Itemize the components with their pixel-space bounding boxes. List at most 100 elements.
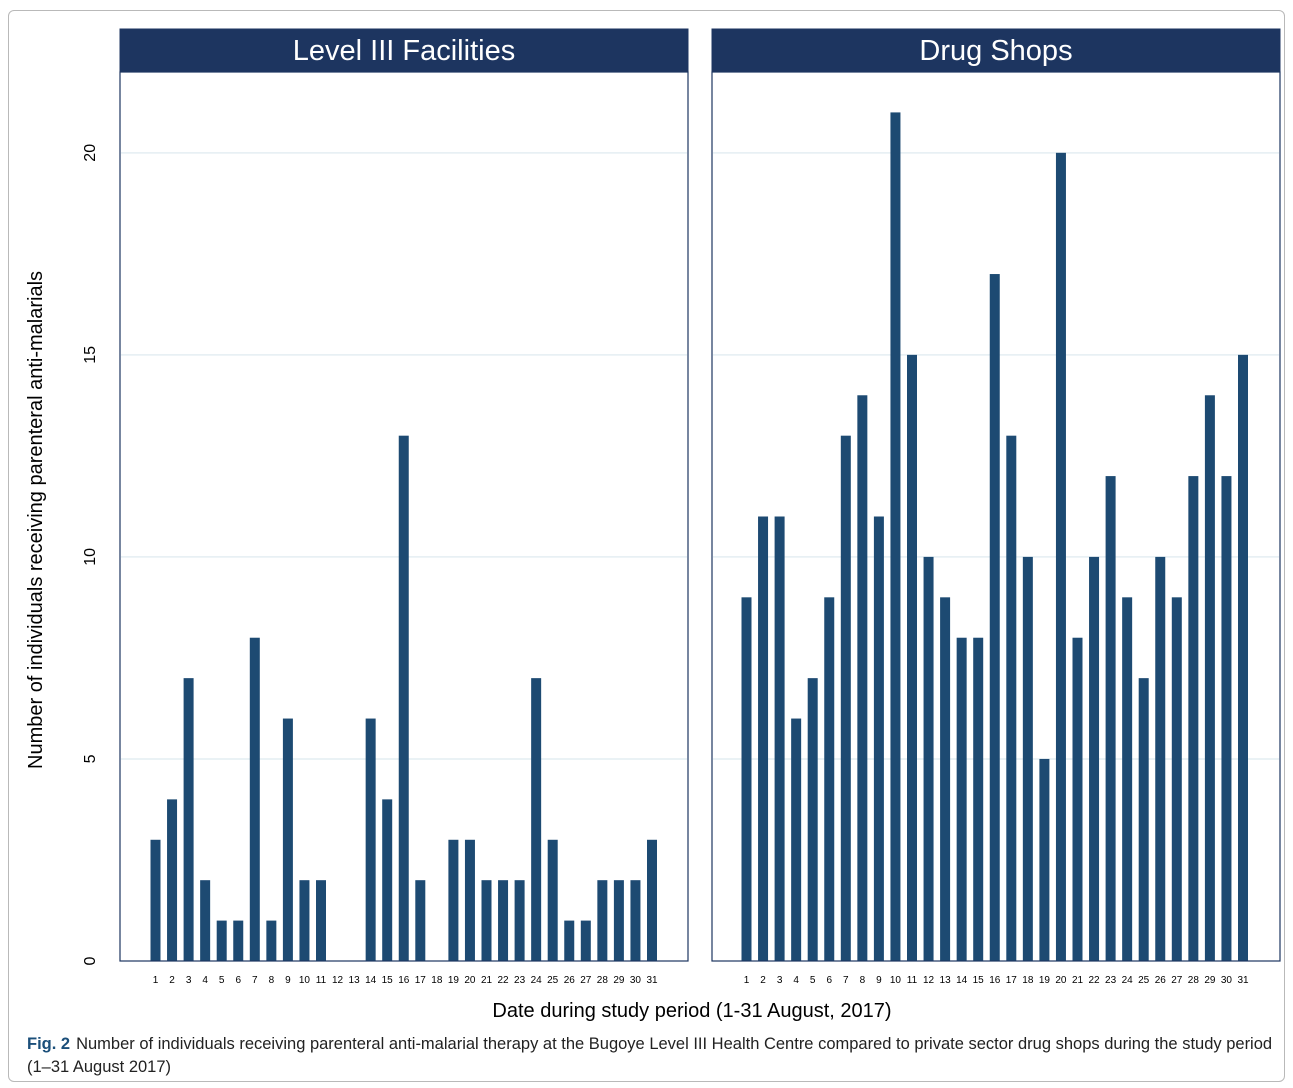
x-axis-label: Date during study period (1-31 August, 2… (492, 1000, 891, 1022)
bar (791, 718, 802, 961)
bar (1072, 637, 1083, 961)
x-tick-label: 6 (235, 975, 241, 986)
bar (398, 435, 409, 961)
bar (415, 880, 426, 961)
x-tick-label: 29 (613, 975, 625, 986)
bar (150, 839, 161, 961)
bar (1039, 758, 1050, 961)
bar (233, 920, 244, 961)
figure-caption: Fig. 2 Number of individuals receiving pa… (27, 1033, 1277, 1079)
bar (807, 678, 818, 961)
x-tick-label: 19 (448, 975, 460, 986)
x-tick-label: 3 (186, 975, 192, 986)
x-tick-label: 4 (793, 975, 799, 986)
bar (1204, 395, 1215, 962)
bar (1155, 556, 1166, 961)
x-tick-label: 17 (415, 975, 427, 986)
bar (282, 718, 293, 961)
x-tick-label: 8 (269, 975, 275, 986)
bar-chart: Number of individuals receiving parenter… (25, 28, 1281, 1022)
x-tick-label: 15 (973, 975, 985, 986)
bar (940, 597, 951, 961)
bar (498, 880, 509, 961)
bar (873, 516, 884, 961)
bar (249, 637, 260, 961)
bar (1089, 556, 1100, 961)
x-tick-label: 7 (843, 975, 849, 986)
bar (216, 920, 227, 961)
bar (382, 799, 393, 961)
x-tick-label: 4 (202, 975, 208, 986)
x-tick-label: 7 (252, 975, 258, 986)
bar (907, 354, 917, 961)
x-tick-label: 28 (597, 975, 609, 986)
x-tick-label: 25 (547, 975, 559, 986)
x-tick-label: 31 (1237, 975, 1249, 986)
bar (481, 880, 492, 961)
x-tick-label: 18 (1022, 975, 1034, 986)
x-tick-label: 5 (810, 975, 816, 986)
x-tick-label: 22 (497, 975, 509, 986)
x-tick-label: 14 (956, 975, 968, 986)
bar (1122, 597, 1133, 961)
x-tick-label: 20 (464, 975, 476, 986)
x-tick-label: 17 (1006, 975, 1018, 986)
x-tick-label: 2 (760, 975, 766, 986)
bar (923, 556, 934, 961)
x-tick-label: 2 (169, 975, 175, 986)
bar (448, 839, 459, 961)
x-tick-label: 23 (514, 975, 526, 986)
x-tick-label: 20 (1055, 975, 1067, 986)
x-tick-label: 30 (1221, 975, 1233, 986)
bar (956, 637, 967, 961)
x-tick-label: 23 (1105, 975, 1117, 986)
bar (365, 718, 376, 961)
bar (857, 395, 868, 962)
bar (1022, 556, 1033, 961)
x-tick-label: 11 (907, 975, 918, 986)
bar (989, 274, 1000, 962)
x-tick-label: 5 (219, 975, 225, 986)
y-tick-label: 20 (82, 144, 99, 162)
bar (597, 880, 608, 961)
x-tick-label: 22 (1088, 975, 1100, 986)
x-tick-label: 16 (398, 975, 410, 986)
panel-title-box (119, 28, 689, 72)
bar (514, 880, 525, 961)
bar (316, 880, 326, 961)
x-tick-label: 6 (826, 975, 832, 986)
bar (1221, 476, 1232, 961)
x-tick-label: 24 (1122, 975, 1134, 986)
panel-title: Drug Shops (919, 35, 1072, 67)
bar (1105, 476, 1116, 961)
x-tick-label: 9 (876, 975, 882, 986)
x-tick-label: 14 (365, 975, 377, 986)
x-tick-label: 10 (890, 975, 902, 986)
x-tick-label: 1 (153, 975, 159, 986)
panel-title: Level III Facilities (293, 35, 515, 67)
y-tick-label: 5 (82, 754, 99, 763)
x-tick-label: 25 (1138, 975, 1150, 986)
bar (1238, 354, 1248, 961)
bar (183, 678, 194, 961)
bar (266, 920, 277, 961)
x-tick-label: 3 (777, 975, 783, 986)
x-tick-label: 11 (316, 975, 327, 986)
x-tick-label: 13 (940, 975, 952, 986)
bar (580, 920, 591, 961)
x-tick-label: 9 (285, 975, 291, 986)
x-tick-label: 16 (989, 975, 1001, 986)
bar (1006, 435, 1017, 961)
bar (774, 516, 785, 961)
x-tick-label: 29 (1204, 975, 1216, 986)
x-tick-label: 28 (1188, 975, 1200, 986)
bar (200, 880, 211, 961)
bar (758, 516, 769, 961)
bar (531, 678, 542, 961)
x-tick-label: 21 (1072, 975, 1084, 986)
y-tick-label: 10 (82, 548, 99, 566)
x-tick-label: 15 (382, 975, 394, 986)
y-tick-label: 0 (82, 956, 99, 965)
x-tick-label: 24 (531, 975, 543, 986)
y-axis-label: Number of individuals receiving parenter… (25, 271, 47, 769)
